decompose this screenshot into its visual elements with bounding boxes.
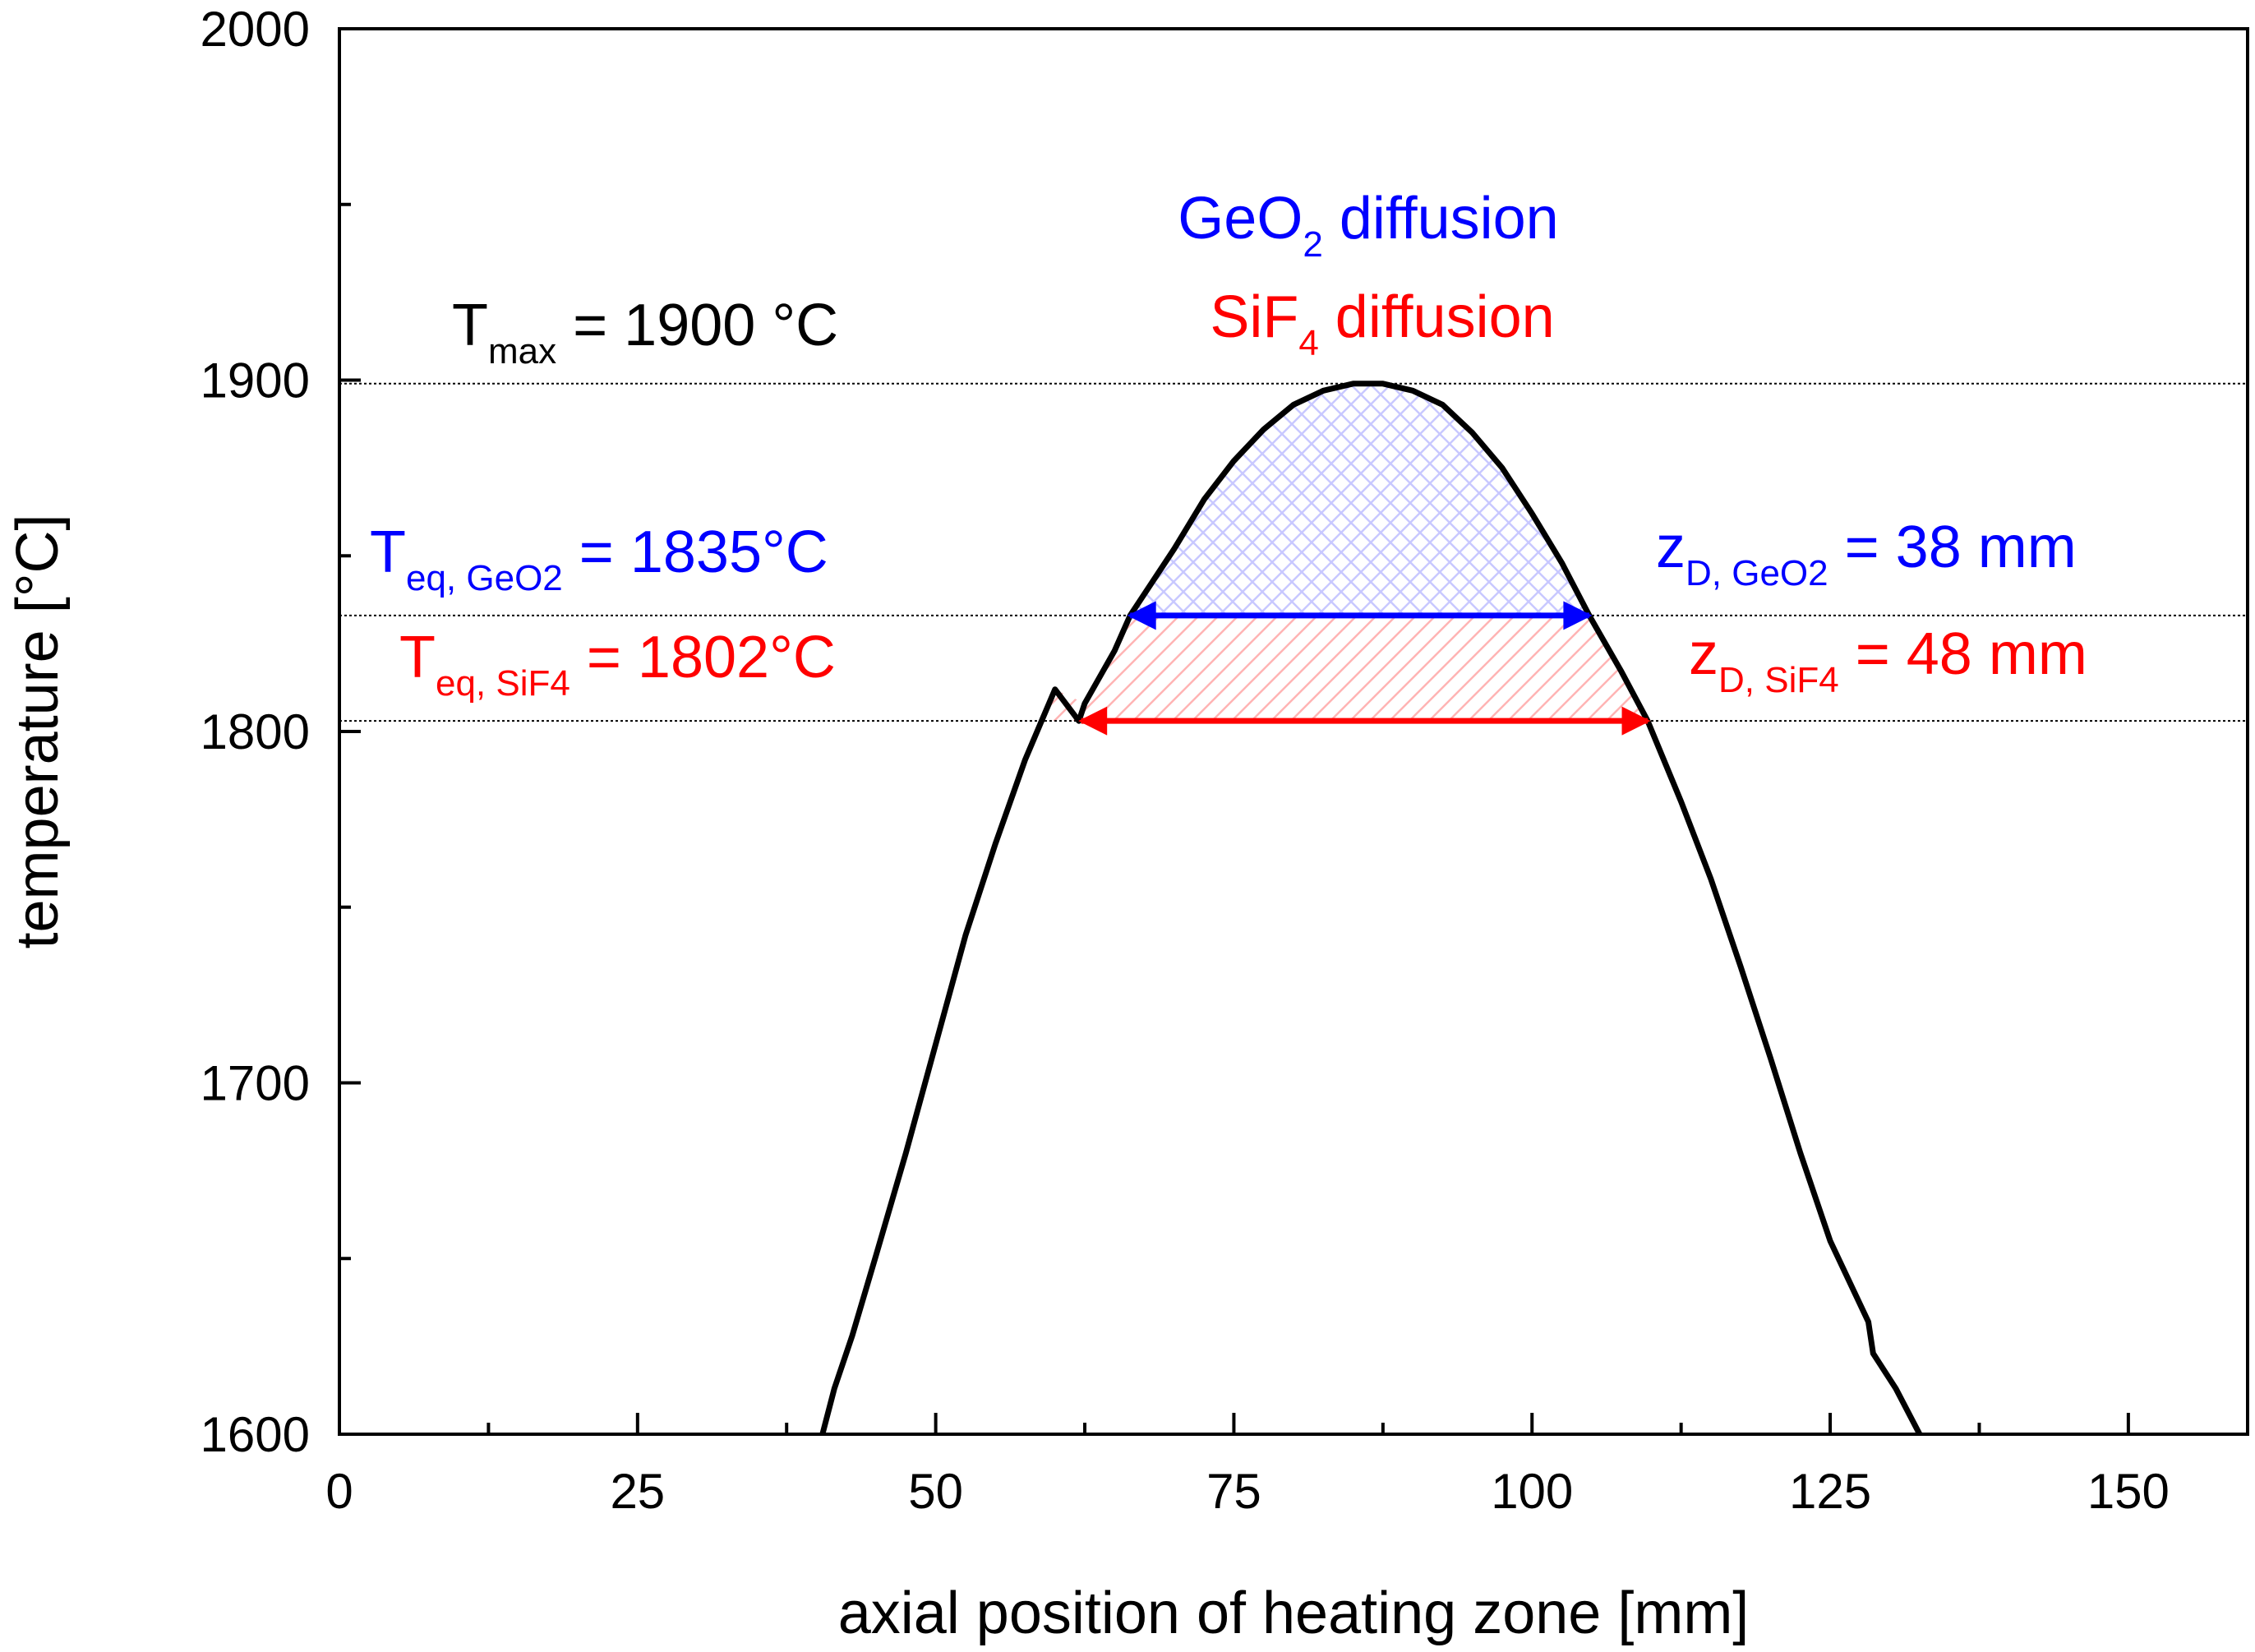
zd-sif4-label: zD, SiF4 = 48 mm <box>1689 621 2087 700</box>
sif4-diffusion-region <box>1041 615 1649 722</box>
geo2-diffusion-region <box>1130 383 1589 616</box>
y-tick-label: 2000 <box>201 2 310 57</box>
y-tick-label: 1600 <box>201 1407 310 1462</box>
x-tick-label: 50 <box>908 1464 963 1519</box>
geo2-diffusion-title: GeO2 diffusion <box>1178 186 1558 265</box>
teq-sif4-label: Teq, SiF4 = 1802°C <box>399 625 836 704</box>
y-tick-label: 1700 <box>201 1056 310 1111</box>
x-tick-label: 150 <box>2087 1464 2170 1519</box>
x-axis-ticks: 0 25 50 75 100 125 150 <box>325 1413 2170 1519</box>
x-tick-label: 75 <box>1206 1464 1261 1519</box>
tmax-label: Tmax = 1900 °C <box>452 293 838 371</box>
temperature-curve <box>819 381 1923 1434</box>
y-tick-label: 1800 <box>201 704 310 759</box>
teq-geo2-label: Teq, GeO2 = 1835°C <box>370 519 828 598</box>
hatch-regions <box>1041 383 1649 722</box>
x-tick-label: 25 <box>610 1464 665 1519</box>
x-tick-label: 125 <box>1789 1464 1871 1519</box>
y-axis-title: temperature [°C] <box>5 515 71 949</box>
y-tick-label: 1900 <box>201 353 310 408</box>
y-axis-ticks: 1600 1700 1800 1900 2000 <box>201 2 361 1462</box>
x-axis-title: axial position of heating zone [mm] <box>838 1580 1750 1646</box>
zd-geo2-label: zD, GeO2 = 38 mm <box>1656 515 2077 593</box>
x-tick-label: 0 <box>325 1464 353 1519</box>
x-tick-label: 100 <box>1491 1464 1573 1519</box>
sif4-diffusion-title: SiF4 diffusion <box>1210 284 1554 363</box>
